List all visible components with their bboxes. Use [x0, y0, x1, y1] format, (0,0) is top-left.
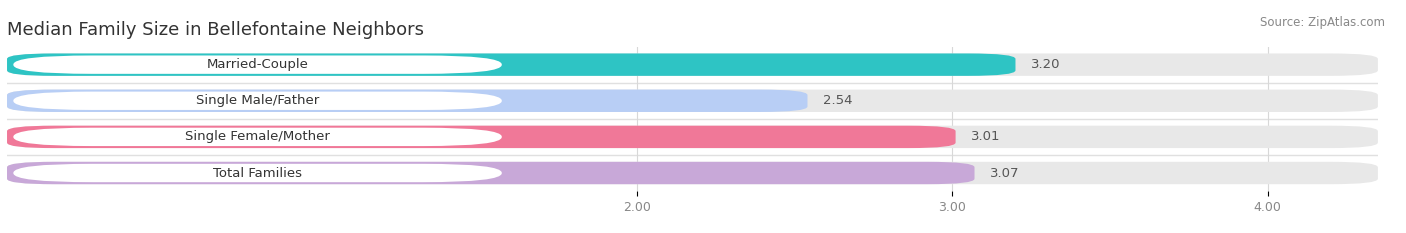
Text: 2.54: 2.54 [824, 94, 852, 107]
Text: Source: ZipAtlas.com: Source: ZipAtlas.com [1260, 16, 1385, 29]
FancyBboxPatch shape [7, 162, 974, 184]
FancyBboxPatch shape [7, 89, 807, 112]
Text: 3.07: 3.07 [990, 167, 1019, 179]
Text: 3.20: 3.20 [1031, 58, 1060, 71]
FancyBboxPatch shape [7, 89, 1378, 112]
Text: Married-Couple: Married-Couple [207, 58, 308, 71]
Text: 3.01: 3.01 [972, 130, 1001, 143]
FancyBboxPatch shape [13, 164, 502, 182]
FancyBboxPatch shape [7, 53, 1378, 76]
Text: Total Families: Total Families [214, 167, 302, 179]
FancyBboxPatch shape [13, 55, 502, 74]
FancyBboxPatch shape [7, 126, 956, 148]
FancyBboxPatch shape [13, 128, 502, 146]
FancyBboxPatch shape [7, 126, 1378, 148]
Text: Single Male/Father: Single Male/Father [195, 94, 319, 107]
FancyBboxPatch shape [13, 92, 502, 110]
FancyBboxPatch shape [7, 162, 1378, 184]
Text: Single Female/Mother: Single Female/Mother [186, 130, 330, 143]
FancyBboxPatch shape [7, 53, 1015, 76]
Text: Median Family Size in Bellefontaine Neighbors: Median Family Size in Bellefontaine Neig… [7, 21, 425, 39]
